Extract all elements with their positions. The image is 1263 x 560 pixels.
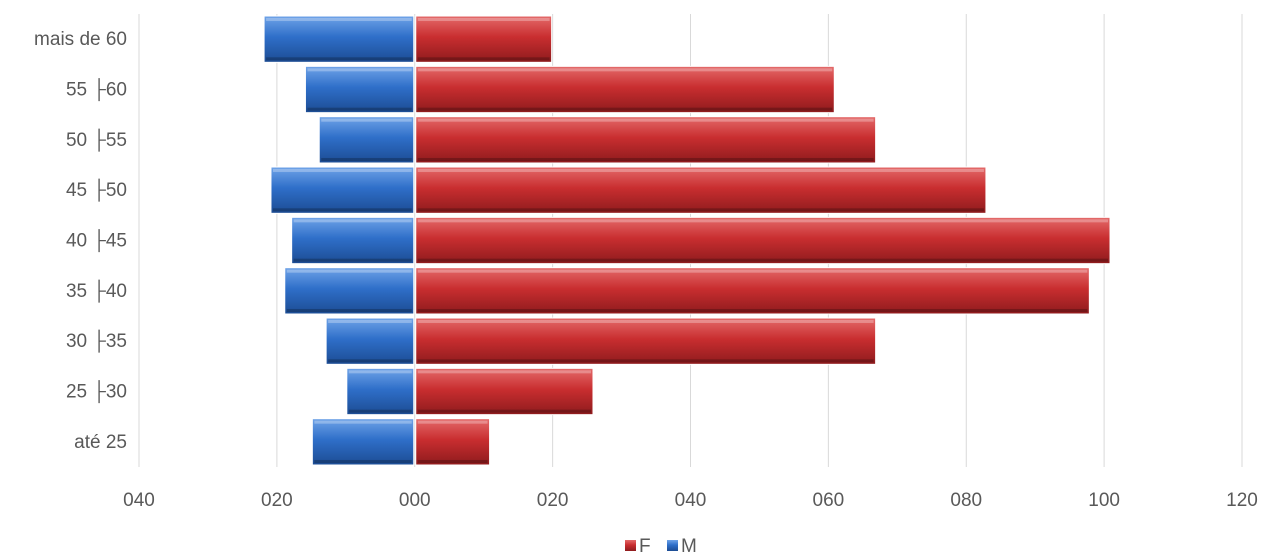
bars <box>263 15 1111 466</box>
bar-m-2 <box>325 317 415 365</box>
category-label-5: 45 ├50 <box>66 178 127 202</box>
bar-f-1 <box>415 367 594 416</box>
legend-label-m: M <box>681 536 697 557</box>
category-label-1: 25 ├30 <box>66 380 127 404</box>
x-tick-label-0: 040 <box>123 490 155 511</box>
x-tick-label-7: 100 <box>1088 490 1120 511</box>
x-tick-label-2: 000 <box>399 490 431 511</box>
bar-f-2 <box>415 317 877 365</box>
x-tick-label-1: 020 <box>261 490 293 511</box>
legend-swatch-m <box>667 540 678 551</box>
bar-f-8 <box>415 15 553 63</box>
bar-m-7 <box>304 65 415 114</box>
bar-f-4 <box>415 216 1111 265</box>
x-tick-label-6: 080 <box>950 490 982 511</box>
bar-m-4 <box>291 216 415 265</box>
x-axis-tick-labels: 040 020 000 020 040 060 080 100 120 <box>123 490 1258 511</box>
x-tick-label-8: 120 <box>1226 490 1258 511</box>
bar-f-6 <box>415 116 877 164</box>
bar-m-5 <box>270 166 415 214</box>
bar-m-8 <box>263 15 415 63</box>
category-label-7: 55 ├60 <box>66 78 127 102</box>
bar-f-7 <box>415 65 835 114</box>
category-label-8: mais de 60 <box>34 29 127 50</box>
category-label-4: 40 ├45 <box>66 229 127 253</box>
legend-label-f: F <box>639 536 651 557</box>
bar-f-3 <box>415 267 1090 315</box>
bar-f-0 <box>415 418 491 466</box>
bar-m-1 <box>346 367 415 416</box>
category-label-0: até 25 <box>74 432 127 453</box>
bar-m-3 <box>284 267 415 315</box>
bar-f-5 <box>415 166 987 214</box>
x-tick-label-5: 060 <box>813 490 845 511</box>
legend-swatch-f <box>625 540 636 551</box>
y-axis-category-labels: até 25 25 ├30 30 ├35 35 ├40 40 ├45 45 ├50 50 ├… <box>34 29 127 453</box>
x-tick-label-4: 040 <box>675 490 707 511</box>
bar-m-6 <box>318 116 415 164</box>
x-tick-label-3: 020 <box>537 490 569 511</box>
category-label-6: 50 ├55 <box>66 128 127 152</box>
category-label-3: 35 ├40 <box>66 279 127 303</box>
bar-m-0 <box>311 418 415 466</box>
category-label-2: 30 ├35 <box>66 329 127 353</box>
